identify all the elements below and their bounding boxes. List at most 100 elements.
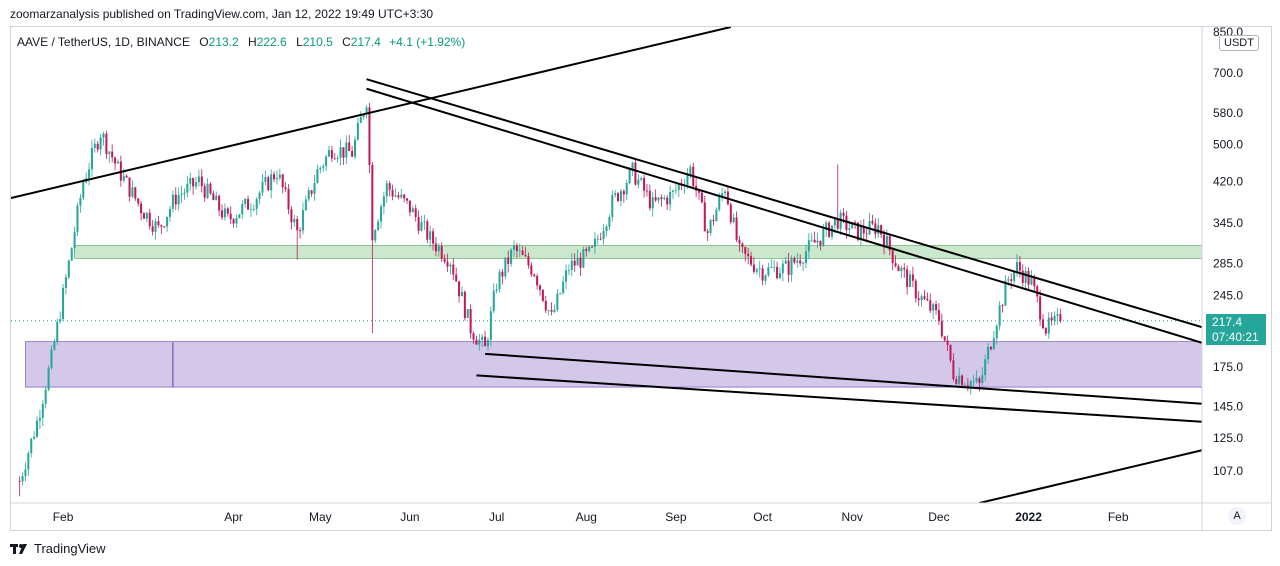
candle-body bbox=[946, 340, 949, 345]
candle-body bbox=[709, 219, 712, 233]
candle-body bbox=[50, 349, 53, 368]
candle-body bbox=[914, 280, 917, 299]
candle-body bbox=[570, 260, 573, 270]
candle-body bbox=[192, 178, 195, 187]
candle-body bbox=[114, 157, 117, 164]
candle-body bbox=[518, 250, 521, 252]
candle-body bbox=[449, 264, 452, 267]
candle-body bbox=[894, 263, 897, 267]
candle-body bbox=[793, 258, 796, 263]
candle-body bbox=[747, 253, 750, 257]
candle-body bbox=[397, 195, 400, 198]
y-tick-label: 500.0 bbox=[1213, 137, 1243, 151]
candle-body bbox=[897, 266, 900, 272]
candle-body bbox=[724, 191, 727, 194]
candle-body bbox=[741, 243, 744, 248]
candle-body bbox=[304, 199, 307, 211]
candle-body bbox=[937, 310, 940, 321]
currency-button[interactable]: USDT bbox=[1219, 35, 1259, 51]
candle-body bbox=[799, 260, 802, 264]
candle-body bbox=[703, 202, 706, 232]
candle-body bbox=[281, 174, 284, 188]
candle-body bbox=[255, 199, 258, 209]
candle-body bbox=[59, 319, 62, 322]
candle-body bbox=[166, 216, 169, 227]
candle-body bbox=[761, 268, 764, 281]
candle-body bbox=[371, 164, 374, 241]
candle-body bbox=[1041, 319, 1045, 329]
trend-line-3 bbox=[485, 352, 1202, 405]
candle-body bbox=[926, 298, 929, 301]
candle-body bbox=[588, 246, 591, 251]
candle-body bbox=[460, 291, 463, 297]
candle-body bbox=[478, 339, 481, 345]
candle-body bbox=[888, 236, 891, 251]
candle-body bbox=[116, 161, 119, 164]
candle-body bbox=[27, 453, 30, 470]
y-tick-label: 420.0 bbox=[1213, 174, 1243, 188]
candle-body bbox=[802, 263, 805, 264]
candle-body bbox=[406, 198, 409, 201]
candle-body bbox=[619, 191, 622, 201]
candle-body bbox=[524, 254, 527, 257]
candle-body bbox=[669, 191, 672, 205]
auto-scale-button[interactable]: A bbox=[1228, 507, 1246, 525]
candle-body bbox=[825, 222, 828, 230]
y-tick-label: 245.0 bbox=[1213, 288, 1243, 302]
candle-body bbox=[770, 267, 773, 268]
open-value: 213.2 bbox=[208, 35, 239, 49]
candle-body bbox=[466, 309, 469, 318]
candle-body bbox=[885, 236, 888, 248]
candle-body bbox=[339, 147, 342, 158]
candle-body bbox=[674, 189, 677, 191]
candle-body bbox=[949, 344, 952, 361]
candle-body bbox=[333, 158, 336, 160]
candle-body bbox=[539, 285, 542, 290]
x-tick-label: Apr bbox=[224, 510, 243, 524]
candle-body bbox=[1053, 315, 1056, 321]
candle-body bbox=[943, 336, 946, 341]
high-key: H bbox=[248, 35, 257, 49]
candle-body bbox=[206, 183, 209, 198]
candle-body bbox=[735, 217, 738, 240]
candle-body bbox=[400, 194, 403, 198]
candle-body bbox=[862, 226, 865, 234]
candle-body bbox=[203, 186, 206, 198]
candle-body bbox=[530, 265, 533, 275]
candle-body bbox=[819, 240, 822, 246]
candle-body bbox=[463, 291, 466, 318]
candle-body bbox=[671, 190, 674, 192]
candle-body bbox=[871, 220, 874, 224]
candle-body bbox=[880, 225, 883, 235]
candle-body bbox=[582, 249, 585, 268]
change-value: +4.1 (+1.92%) bbox=[389, 35, 466, 49]
candle-body bbox=[1015, 262, 1019, 272]
x-tick-label: Dec bbox=[928, 510, 949, 524]
candle-body bbox=[1050, 317, 1053, 321]
candle-body bbox=[729, 204, 732, 223]
candle-body bbox=[1039, 296, 1042, 320]
candle-body bbox=[356, 122, 359, 140]
candle-body bbox=[44, 389, 47, 404]
candle-body bbox=[995, 325, 998, 339]
candle-body bbox=[1033, 277, 1036, 287]
candle-body bbox=[536, 275, 539, 286]
candle-body bbox=[411, 208, 414, 213]
candle-body bbox=[293, 219, 296, 223]
candle-body bbox=[533, 274, 536, 276]
candle-body bbox=[929, 300, 932, 311]
price-axis: 850.0700.0580.0500.0420.0345.0285.0245.0… bbox=[1201, 25, 1243, 530]
candle-body bbox=[628, 168, 631, 184]
candle-body bbox=[706, 231, 709, 233]
candle-body bbox=[712, 219, 715, 222]
candle-body bbox=[151, 226, 154, 232]
candle-body bbox=[64, 277, 67, 288]
candle-body bbox=[961, 375, 964, 386]
symbol-label: AAVE / TetherUS, 1D, BINANCE bbox=[17, 35, 190, 49]
candle-body bbox=[18, 481, 21, 482]
candle-body bbox=[1027, 270, 1030, 285]
candle-body bbox=[36, 420, 39, 437]
candle-body bbox=[556, 293, 559, 310]
last-price-badge: 217.4 07:40:21 bbox=[1206, 314, 1266, 345]
